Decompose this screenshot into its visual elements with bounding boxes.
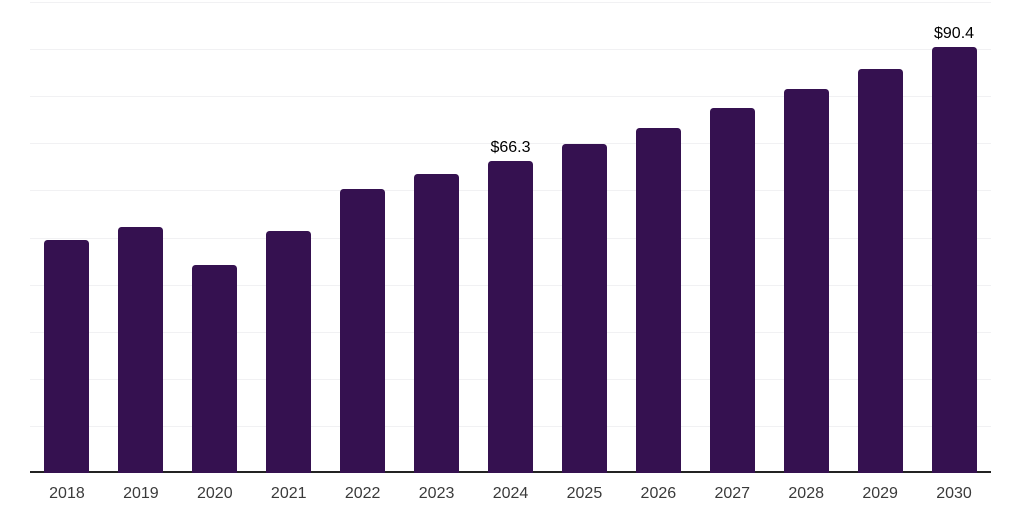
x-tick-label-2026: 2026 [640, 485, 677, 502]
value-label-2030: $90.4 [934, 25, 975, 43]
x-tick-label-2030: 2030 [936, 485, 972, 502]
x-tick-label-2019: 2019 [123, 485, 159, 502]
x-tick-label-2018: 2018 [49, 485, 85, 502]
value-label-2024: $66.3 [490, 138, 531, 156]
x-tick-label-2022: 2022 [344, 485, 381, 502]
x-tick-label-2028: 2028 [788, 485, 824, 502]
x-tick-label-2021: 2021 [270, 485, 307, 502]
bar-2021 [266, 230, 312, 473]
gridline [30, 96, 991, 98]
gridline [30, 2, 991, 3]
bar-2019 [118, 227, 164, 473]
x-tick-label-2020: 2020 [197, 485, 233, 502]
x-tick-label-2025: 2025 [566, 485, 603, 502]
x-tick-label-2024: 2024 [492, 485, 529, 502]
bar-2029 [857, 69, 903, 473]
x-tick-label-2027: 2027 [714, 485, 751, 502]
bar-2020 [192, 264, 238, 473]
bar-2024 [488, 160, 533, 473]
bar-2026 [635, 127, 681, 473]
bar-2030 [931, 47, 977, 473]
gridline [30, 143, 991, 145]
bar-2022 [340, 188, 386, 473]
bar-2023 [414, 173, 460, 473]
bar-2027 [709, 108, 755, 473]
bar-2018 [44, 239, 90, 473]
gridline [30, 49, 991, 51]
bar-2028 [783, 88, 829, 473]
x-tick-label-2029: 2029 [862, 485, 898, 502]
bar-2025 [561, 144, 607, 473]
x-tick-label-2023: 2023 [418, 485, 455, 502]
